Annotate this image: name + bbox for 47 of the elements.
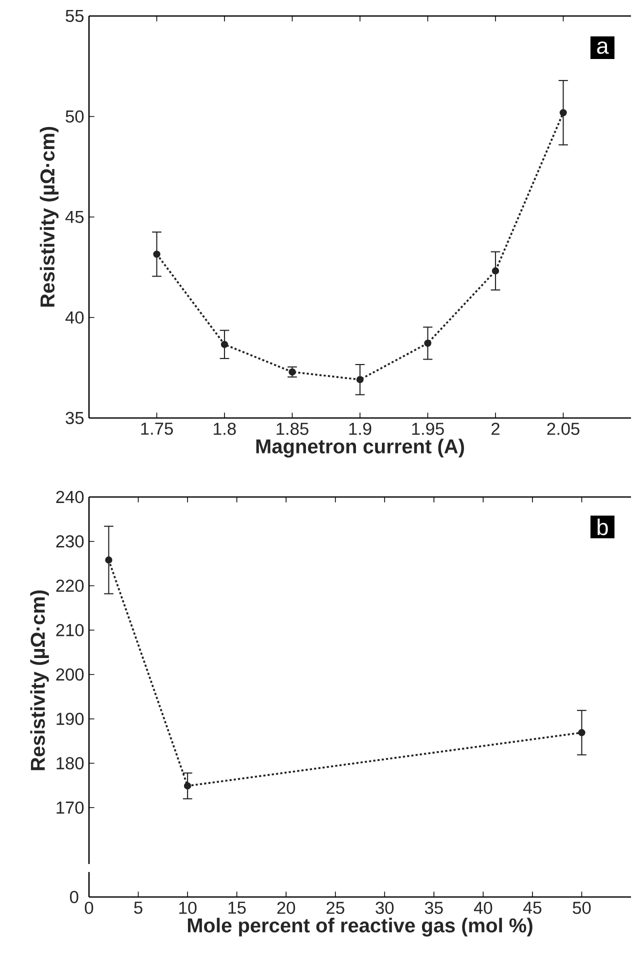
x-tick-label: 1.95 [412, 422, 444, 435]
y-tick-label: 35 [66, 412, 84, 424]
y-axis-title: Resistivity (µΩ·cm) [30, 590, 49, 770]
x-tick-label: 10 [179, 902, 197, 914]
x-tick-label: 2.05 [547, 422, 580, 435]
text: 0 [70, 890, 78, 904]
y-tick-label: 240 [56, 490, 84, 504]
x-tick-label: 30 [376, 902, 394, 914]
x-tick-label: 15 [228, 902, 246, 914]
y-tick-label: 170 [56, 801, 84, 814]
x-tick-label: 2 [492, 422, 500, 435]
point [560, 109, 567, 116]
x-tick-label: 50 [572, 902, 591, 914]
point [105, 556, 112, 564]
y-tick-label: 230 [56, 535, 84, 548]
x-tick-label: 45 [523, 902, 542, 914]
annotation: b [598, 518, 608, 536]
y-tick-label: 50 [66, 110, 84, 123]
y-tick-label: 40 [65, 311, 84, 324]
x-tick-label: 0 [84, 902, 94, 914]
y-tick-label: 45 [65, 210, 84, 224]
x-tick-label: 40 [474, 902, 492, 914]
point [184, 782, 192, 790]
x-axis-title: Magnetron current (A) [256, 438, 464, 458]
x-tick-label: 1.75 [141, 422, 173, 435]
x-tick-label: 1.8 [214, 422, 236, 435]
x-tick-label: 1.85 [276, 422, 308, 435]
y-tick-label: 220 [56, 580, 84, 592]
annotation: a [597, 41, 609, 54]
point [356, 376, 364, 384]
y-tick-label: 180 [56, 757, 84, 770]
point [492, 267, 500, 274]
y-tick-label: 210 [56, 624, 84, 636]
x-tick-label: 1.9 [349, 422, 372, 435]
point [578, 729, 586, 736]
x-tick-label: 5 [134, 902, 142, 914]
point [220, 340, 228, 348]
y-tick-label: 55 [66, 10, 84, 22]
y-tick-label: 190 [56, 712, 84, 726]
y-axis-title: Resistivity (µΩ·cm) [40, 126, 59, 307]
point [424, 340, 432, 347]
point [153, 250, 160, 258]
x-tick-label: 25 [326, 902, 344, 914]
y-tick-label: 200 [56, 668, 84, 681]
x-tick-label: 35 [424, 902, 443, 914]
x-axis-title: Mole percent of reactive gas (mol %) [188, 918, 532, 937]
x-tick-label: 20 [277, 902, 296, 914]
